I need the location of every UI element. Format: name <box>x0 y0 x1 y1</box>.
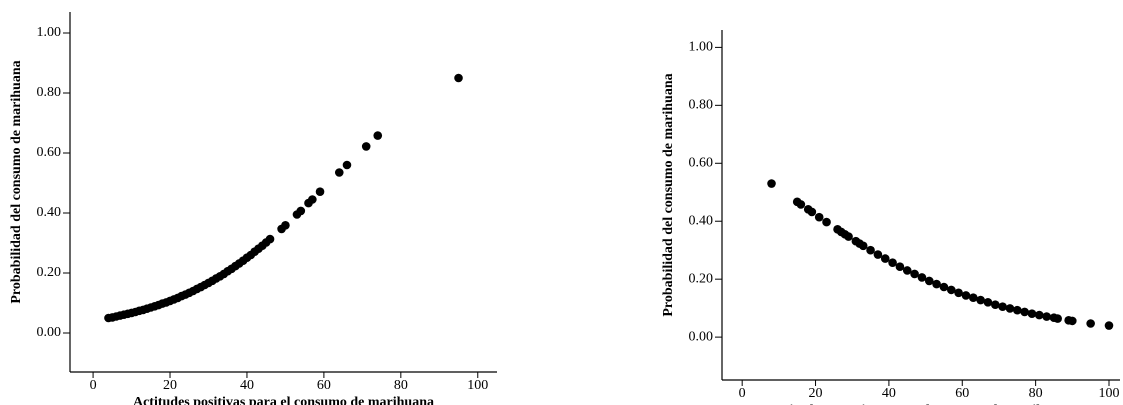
point <box>767 179 776 188</box>
x-tick-label: 80 <box>1029 386 1043 401</box>
point <box>315 187 325 196</box>
point <box>807 207 817 217</box>
x-tick-label: 20 <box>809 386 823 401</box>
y-axis-title: Probabilidad del consumo de marihuana <box>9 60 24 303</box>
y-tick-label: 0.00 <box>37 325 62 340</box>
point <box>902 266 912 275</box>
y-tick-label: 1.00 <box>689 40 714 55</box>
point <box>844 232 853 241</box>
point <box>946 285 956 295</box>
point <box>924 276 934 286</box>
point <box>1012 305 1022 315</box>
point <box>1005 304 1015 313</box>
x-axis-title: Actitudes negativas para el consumo de m… <box>769 403 1074 405</box>
point <box>281 221 290 230</box>
y-tick-label: 0.60 <box>689 155 714 170</box>
point <box>361 142 371 151</box>
point <box>858 241 868 251</box>
point <box>1020 307 1029 317</box>
point <box>814 212 824 222</box>
point <box>939 282 949 292</box>
point <box>373 131 383 140</box>
y-tick-label: 0.20 <box>37 265 62 280</box>
point <box>822 217 831 227</box>
x-tick-label: 60 <box>955 386 969 401</box>
point <box>1086 319 1095 328</box>
x-tick-label: 100 <box>1098 386 1119 401</box>
point <box>1053 314 1062 323</box>
point <box>990 300 1000 309</box>
point <box>1068 316 1077 326</box>
point <box>454 73 463 83</box>
point <box>954 288 963 298</box>
point <box>1027 309 1037 318</box>
y-axis-title: Probabilidad del consumo de marihuana <box>661 73 676 316</box>
y-tick-label: 0.80 <box>689 98 714 113</box>
point <box>265 234 275 244</box>
point <box>334 168 344 177</box>
x-tick-label: 80 <box>394 378 408 393</box>
point <box>998 302 1007 311</box>
x-tick-label: 0 <box>90 378 97 393</box>
y-tick-label: 0.40 <box>37 205 62 220</box>
x-axis-title: Actitudes positivas para el consumo de m… <box>133 395 434 405</box>
point <box>932 279 941 289</box>
point <box>917 273 927 282</box>
x-tick-label: 0 <box>739 386 746 401</box>
point <box>866 245 875 255</box>
point <box>873 250 883 259</box>
point <box>961 291 971 300</box>
point <box>983 298 993 307</box>
y-tick-label: 0.00 <box>689 329 714 344</box>
point <box>888 258 897 267</box>
x-tick-label: 60 <box>317 378 331 393</box>
point <box>910 269 919 279</box>
point <box>308 195 317 204</box>
x-tick-label: 20 <box>163 378 177 393</box>
y-tick-label: 1.00 <box>37 25 62 40</box>
point <box>342 160 352 170</box>
point <box>976 295 985 305</box>
point <box>1042 312 1051 321</box>
point <box>968 293 978 303</box>
y-tick-label: 0.80 <box>37 85 62 100</box>
x-tick-label: 40 <box>882 386 896 401</box>
y-tick-label: 0.40 <box>689 213 714 228</box>
point <box>1034 310 1044 320</box>
point <box>880 254 890 263</box>
point <box>895 262 905 272</box>
x-tick-label: 100 <box>467 378 488 393</box>
x-tick-label: 40 <box>240 378 254 393</box>
point <box>796 200 806 209</box>
y-tick-label: 0.20 <box>689 271 714 286</box>
point <box>1104 321 1114 330</box>
point <box>296 206 306 216</box>
y-tick-label: 0.60 <box>37 145 62 160</box>
